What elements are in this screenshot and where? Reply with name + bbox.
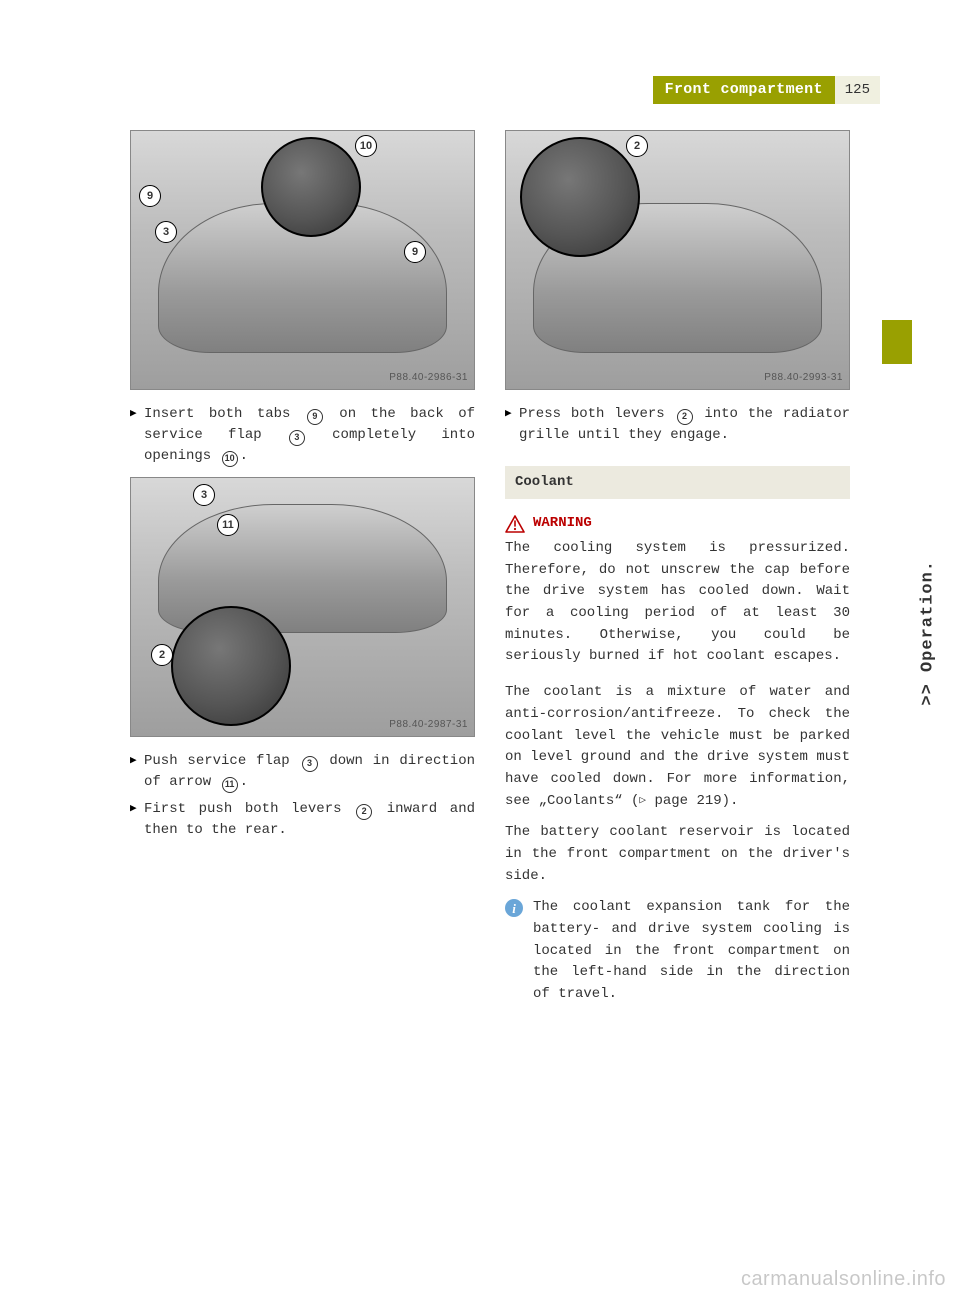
warning-icon (505, 515, 525, 533)
callout-2: 2 (151, 644, 173, 666)
ref-2: 2 (356, 804, 372, 820)
image-tag: P88.40-2986-31 (389, 370, 468, 385)
warning-text: The cooling system is pressurized. There… (505, 538, 850, 668)
left-column: 10 9 3 9 P88.40-2986-31 ▶ Insert both ta… (130, 130, 475, 1006)
step-text: Press both levers 2 into the radiator gr… (519, 404, 850, 446)
callout-9: 9 (139, 185, 161, 207)
t: The coolant is a mixture of water and an… (505, 684, 850, 808)
t: Press both levers (519, 406, 675, 422)
info-note: i The coolant expansion tank for the bat… (505, 897, 850, 1005)
warning-block: WARNING The cooling system is pressurize… (505, 513, 850, 668)
zoom-circle (171, 606, 291, 726)
warning-title: WARNING (505, 513, 850, 534)
ref-3: 3 (289, 430, 305, 446)
ref-11: 11 (222, 777, 238, 793)
image-tag: P88.40-2993-31 (764, 370, 843, 385)
ref-10: 10 (222, 451, 238, 467)
callout-11: 11 (217, 514, 239, 536)
figure-2-left: 3 11 2 P88.40-2987-31 (130, 477, 475, 737)
page-header: Front compartment 125 (110, 76, 880, 104)
info-text: The coolant expansion tank for the batte… (533, 897, 850, 1005)
coolant-heading: Coolant (505, 466, 850, 499)
step: ▶ Insert both tabs 9 on the back of serv… (130, 404, 475, 467)
step-text: Push service flap 3 down in direction of… (144, 751, 475, 793)
section-title: Front compartment (653, 76, 835, 104)
right-column: 2 P88.40-2993-31 ▶ Press both levers 2 i… (505, 130, 850, 1006)
t: Push service flap (144, 753, 300, 769)
paragraph: The battery coolant reservoir is located… (505, 822, 850, 887)
callout-9b: 9 (404, 241, 426, 263)
step: ▶ First push both levers 2 inward and th… (130, 799, 475, 841)
t: Insert both tabs (144, 406, 305, 422)
step-text: Insert both tabs 9 on the back of servic… (144, 404, 475, 467)
chapter-label: >> Operation. (916, 560, 942, 706)
callout-3: 3 (193, 484, 215, 506)
manual-page: Front compartment 125 >> Operation. 10 9… (0, 0, 960, 1302)
step-text: First push both levers 2 inward and then… (144, 799, 475, 841)
figure-1-left: 10 9 3 9 P88.40-2986-31 (130, 130, 475, 390)
step-arrow-icon: ▶ (130, 799, 144, 820)
callout-2: 2 (626, 135, 648, 157)
content-columns: 10 9 3 9 P88.40-2986-31 ▶ Insert both ta… (130, 130, 850, 1006)
figure-1-right: 2 P88.40-2993-31 (505, 130, 850, 390)
zoom-circle (520, 137, 640, 257)
step-arrow-icon: ▶ (130, 751, 144, 772)
info-icon: i (505, 899, 523, 917)
step-arrow-icon: ▶ (505, 404, 519, 425)
t: page 219). (646, 793, 738, 809)
chapter-tab (882, 320, 912, 364)
t: . (240, 448, 248, 464)
watermark: carmanualsonline.info (741, 1264, 946, 1294)
image-tag: P88.40-2987-31 (389, 717, 468, 732)
callout-10: 10 (355, 135, 377, 157)
callout-3: 3 (155, 221, 177, 243)
step: ▶ Push service flap 3 down in direction … (130, 751, 475, 793)
warning-label: WARNING (533, 513, 592, 534)
paragraph: The coolant is a mixture of water and an… (505, 682, 850, 812)
ref-9: 9 (307, 409, 323, 425)
page-number: 125 (835, 76, 880, 104)
step: ▶ Press both levers 2 into the radiator … (505, 404, 850, 446)
step-arrow-icon: ▶ (130, 404, 144, 425)
t: . (240, 774, 248, 790)
ref-3: 3 (302, 756, 318, 772)
ref-2: 2 (677, 409, 693, 425)
zoom-circle (261, 137, 361, 237)
t: First push both levers (144, 801, 354, 817)
